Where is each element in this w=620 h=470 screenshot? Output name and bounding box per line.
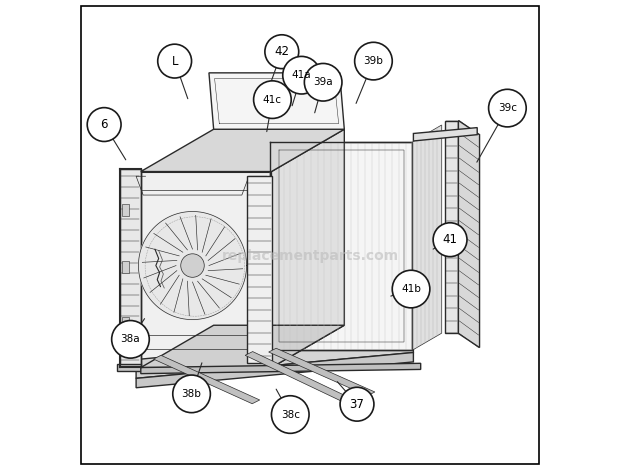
Bar	[122, 317, 129, 329]
Circle shape	[489, 89, 526, 127]
Polygon shape	[117, 364, 141, 371]
Text: 38b: 38b	[182, 389, 202, 399]
Text: replacementparts.com: replacementparts.com	[221, 249, 399, 263]
Polygon shape	[141, 363, 421, 374]
Polygon shape	[272, 129, 344, 368]
Circle shape	[272, 396, 309, 433]
Polygon shape	[268, 348, 375, 396]
Circle shape	[340, 387, 374, 421]
Text: 41: 41	[443, 233, 458, 246]
Polygon shape	[138, 212, 247, 320]
Polygon shape	[120, 169, 141, 367]
Circle shape	[157, 44, 192, 78]
Circle shape	[87, 108, 121, 141]
Circle shape	[173, 375, 210, 413]
Bar	[122, 204, 129, 216]
Polygon shape	[414, 128, 477, 141]
Polygon shape	[270, 142, 412, 350]
Text: L: L	[171, 55, 178, 68]
Text: 6: 6	[100, 118, 108, 131]
Text: 42: 42	[274, 45, 290, 58]
Polygon shape	[136, 334, 414, 378]
Text: 39a: 39a	[313, 77, 333, 87]
Text: 39c: 39c	[498, 103, 517, 113]
Text: 41b: 41b	[401, 284, 421, 294]
Text: 37: 37	[350, 398, 365, 411]
Circle shape	[392, 270, 430, 308]
Polygon shape	[141, 172, 272, 368]
Circle shape	[265, 35, 299, 69]
Polygon shape	[458, 121, 479, 348]
Text: 39b: 39b	[363, 56, 383, 66]
Circle shape	[304, 63, 342, 101]
Circle shape	[254, 81, 291, 118]
Polygon shape	[154, 355, 260, 404]
Text: 41a: 41a	[292, 70, 311, 80]
Circle shape	[355, 42, 392, 80]
Circle shape	[112, 321, 149, 358]
Bar	[122, 261, 129, 273]
Text: 41c: 41c	[263, 94, 282, 105]
Polygon shape	[141, 325, 344, 368]
Polygon shape	[445, 121, 458, 334]
Circle shape	[283, 56, 321, 94]
Polygon shape	[141, 129, 344, 172]
Circle shape	[433, 223, 467, 257]
Text: 38a: 38a	[121, 334, 140, 345]
Polygon shape	[209, 73, 344, 129]
Polygon shape	[247, 176, 272, 363]
Polygon shape	[136, 352, 414, 388]
Text: 38c: 38c	[281, 409, 299, 420]
Circle shape	[181, 254, 204, 277]
Polygon shape	[412, 125, 441, 350]
Polygon shape	[245, 352, 352, 402]
